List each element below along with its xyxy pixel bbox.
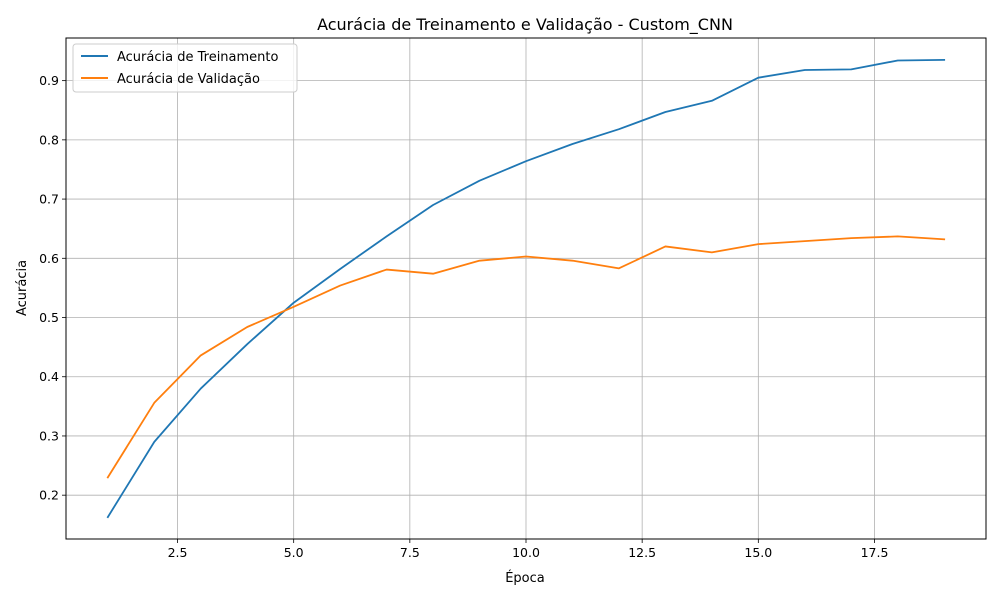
x-tick-label: 5.0 [284,545,304,560]
y-tick-label: 0.6 [39,251,59,266]
series-line-training [106,58,946,519]
series-lines [106,58,946,519]
x-tick-label: 15.0 [744,545,772,560]
x-tick-label: 10.0 [512,545,540,560]
x-axis-label: Época [505,570,545,586]
legend-label-training: Acurácia de Treinamento [117,50,279,65]
legend-box [72,43,298,93]
x-tick-label: 17.5 [861,545,889,560]
x-tick-label: 12.5 [628,545,656,560]
x-axis-ticks: 2.5 5.0 7.5 10.0 12.5 15.0 17.5 [168,539,889,560]
series-line-validation [106,235,946,479]
y-axis-ticks: 0.2 0.3 0.4 0.5 0.6 0.7 0.8 0.9 [39,73,66,503]
y-tick-label: 0.5 [39,310,59,325]
x-tick-label: 7.5 [400,545,420,560]
legend-label-validation: Acurácia de Validação [117,72,260,87]
y-tick-label: 0.2 [39,488,59,503]
grid [66,38,986,539]
y-tick-label: 0.9 [39,73,59,88]
y-tick-label: 0.8 [39,132,59,147]
y-tick-label: 0.7 [39,192,59,207]
y-tick-label: 0.4 [39,369,59,384]
y-axis-label: Acurácia [15,260,30,316]
chart-title: Acurácia de Treinamento e Validação - Cu… [317,15,733,35]
legend: Acurácia de Treinamento Acurácia de Vali… [72,43,298,93]
x-tick-label: 2.5 [168,545,188,560]
y-tick-label: 0.3 [39,428,59,443]
